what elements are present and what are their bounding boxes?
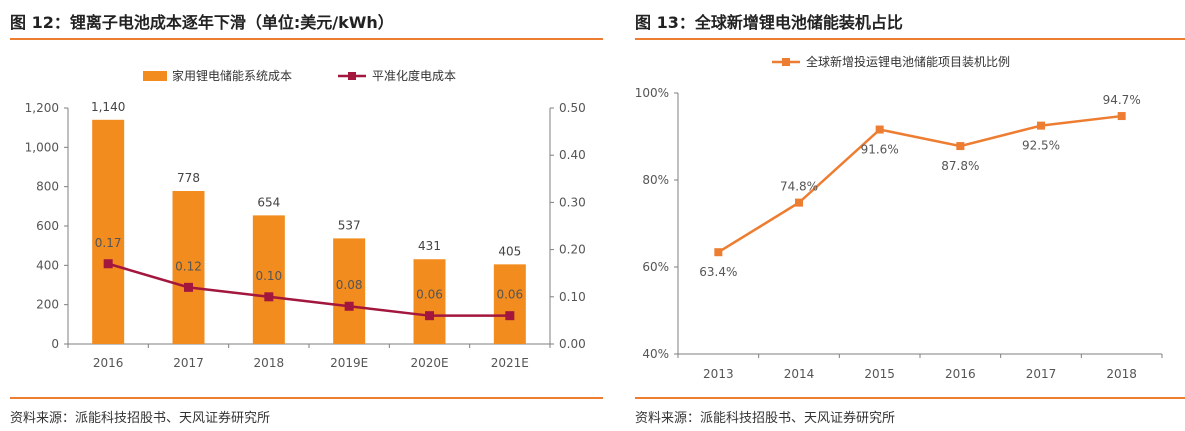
share-value-label: 91.6% [861,143,899,157]
left-y-tick-label: 800 [36,180,59,194]
left-y-tick-label: 0 [51,337,59,351]
x-tick-label: 2020E [410,356,448,370]
left-y-tick-label: 1,200 [25,101,59,115]
y-tick-label: 80% [642,173,669,187]
left-y-tick-label: 600 [36,219,59,233]
right-y-tick-label: 0.30 [559,195,586,209]
y-tick-label: 40% [642,347,669,361]
legend-line-label: 全球新增投运锂电池储能项目装机比例 [806,54,1010,69]
y-tick-label: 60% [642,260,669,274]
x-tick-label: 2018 [1106,367,1137,381]
cost-bar [252,215,285,344]
lcoe-point [264,292,274,302]
lcoe-value-label: 0.06 [416,288,443,302]
share-chart: 全球新增投运锂电池储能项目装机比例 40% 60% 80% 100% 2013 2014 20… [635,54,1163,381]
share-value-label: 87.8% [941,159,979,173]
left-y-tick-label: 400 [36,258,59,272]
x-tick-label: 2014 [784,367,815,381]
lcoe-value-label: 0.08 [336,278,363,292]
left-source-note: 资料来源：派能科技招股书、天风证券研究所 [10,411,271,426]
bar-value-label: 1,140 [91,100,125,114]
right-y-tick-label: 0.40 [559,148,586,162]
cost-bar [172,190,205,344]
x-tick-label: 2016 [93,356,124,370]
x-tick-label: 2019E [330,356,368,370]
cost-chart: 家用锂电储能系统成本 平准化度电成本 0 200 400 600 800 1,000 1,200… [25,68,586,370]
left-figure-panel: 图 12：锂离子电池成本逐年下滑（单位:美元/kWh） 家用锂电储能系统成本 平准… [10,13,603,426]
x-tick-label: 2015 [864,367,895,381]
x-tick-label: 2013 [703,367,734,381]
legend-bar-label: 家用锂电储能系统成本 [172,68,292,83]
bar-value-label: 654 [257,195,280,209]
legend-bar-swatch [143,71,167,81]
left-y-tick-label: 1,000 [25,140,59,154]
x-tick-label: 2017 [173,356,204,370]
lcoe-value-label: 0.10 [255,269,282,283]
left-y-tick-label: 200 [36,298,59,312]
lcoe-line [107,262,510,317]
x-tick-label: 2016 [945,367,976,381]
share-point [795,198,803,207]
right-y-tick-label: 0.10 [559,290,586,304]
right-source-note: 资料来源：派能科技招股书、天风证券研究所 [635,411,896,426]
share-value-label: 92.5% [1022,139,1060,153]
bar-value-label: 537 [338,218,361,232]
x-tick-label: 2021E [491,356,529,370]
left-source-rule [10,397,603,399]
left-title-rule [10,38,603,40]
legend-line-label: 平准化度电成本 [372,68,456,83]
cost-bar [493,264,526,344]
cost-bar [413,259,446,344]
share-point [956,142,965,151]
right-figure-title: 图 13：全球新增锂电池储能装机占比 [635,13,903,32]
share-value-label: 94.7% [1103,93,1141,107]
right-figure-panel: 图 13：全球新增锂电池储能装机占比 全球新增投运锂电池储能项目装机比例 40% 6… [625,0,1185,431]
x-tick-label: 2017 [1026,367,1057,381]
right-title-rule [635,38,1185,40]
share-point [1037,121,1045,130]
share-value-label: 63.4% [699,265,737,279]
lcoe-point [425,311,434,321]
lcoe-value-label: 0.12 [175,259,202,273]
lcoe-value-label: 0.17 [95,236,122,250]
share-point [714,248,723,257]
x-tick-label: 2018 [254,356,285,370]
share-point [875,125,884,134]
left-figure-title: 图 12：锂离子电池成本逐年下滑（单位:美元/kWh） [10,13,394,32]
right-y-tick-label: 0.20 [559,243,586,257]
cost-bar [92,119,125,344]
legend-line-marker [348,72,356,80]
lcoe-point [505,311,515,321]
legend-line-marker [782,58,790,66]
right-source-rule [635,397,1185,399]
y-tick-label: 100% [635,86,669,100]
bar-value-label: 778 [177,171,200,185]
cost-bar [333,238,366,344]
lcoe-value-label: 0.06 [496,288,523,302]
share-value-label: 74.8% [780,180,818,194]
right-y-tick-label: 0.50 [559,101,586,115]
lcoe-point [103,259,113,269]
bar-value-label: 405 [498,244,521,258]
share-point [1117,112,1126,121]
right-y-tick-label: 0.00 [559,337,586,351]
bar-value-label: 431 [418,239,441,253]
lcoe-point [184,282,193,292]
share-line [717,114,1122,254]
lcoe-point [344,301,354,311]
